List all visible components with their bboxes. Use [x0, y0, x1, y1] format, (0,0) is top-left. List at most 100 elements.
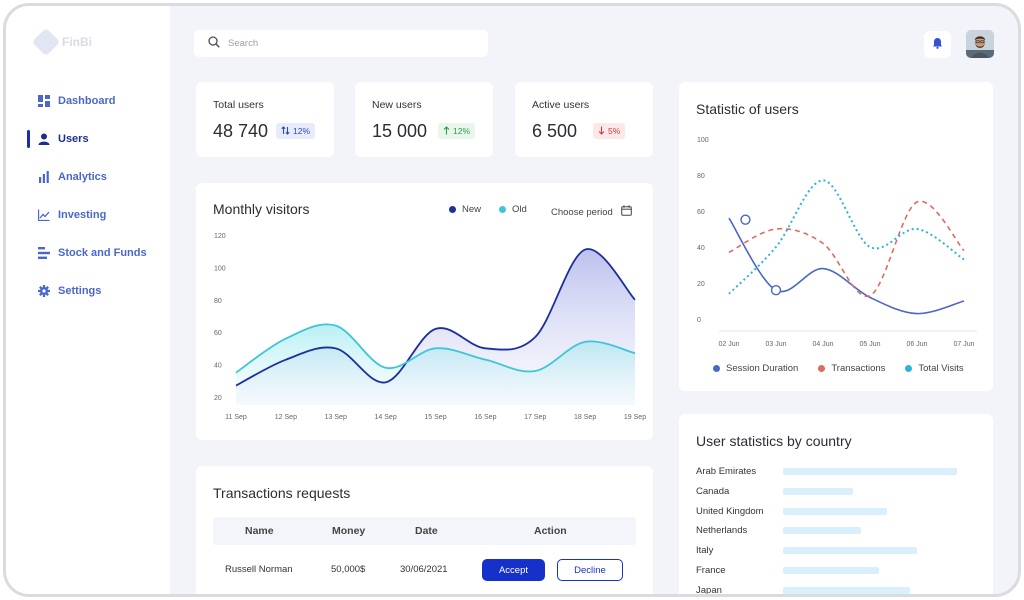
x-tick-label: 14 Sep [375, 414, 397, 421]
active-users-value: 6 500 [532, 121, 578, 141]
table-header-bg [213, 517, 636, 545]
x-tick-label: 17 Sep [524, 414, 546, 421]
sidebar-item-label: Dashboard [58, 95, 116, 107]
transactions-title: Transactions requests [213, 485, 351, 501]
country-bar [783, 547, 917, 555]
arrow-up-icon [443, 125, 450, 137]
cell-money: 50,000$ [331, 564, 366, 575]
arrow-down-icon [598, 126, 605, 137]
x-tick-label: 15 Sep [424, 414, 446, 421]
sidebar-item-settings[interactable]: Settings [6, 272, 170, 310]
transactions-card: Transactions requests Name Money Date Ac… [196, 466, 653, 597]
choose-period-button[interactable]: Choose period [551, 203, 632, 221]
total-users-label: Total users [213, 99, 264, 111]
legend-label: Old [512, 204, 527, 215]
monthly-visitors-chart: 20 40 60 80 100 120 11 Sep 12 Sep 13 Sep 14 Sep 15… [214, 233, 646, 421]
series-line-old [235, 323, 636, 374]
sidebar-item-dashboard[interactable]: Dashboard [6, 82, 170, 120]
y-tick-label: 80 [214, 298, 222, 305]
x-tick-label: 12 Sep [275, 414, 297, 421]
data-point-marker[interactable] [740, 214, 751, 225]
statistic-chart: 0 20 40 60 80 100 02 Jun 03 Jun 04 Jun 05 Jun 06 J… [697, 137, 977, 348]
avatar[interactable] [966, 30, 994, 58]
legend-session-duration: Session Duration [713, 363, 798, 374]
legend-label: New [462, 204, 482, 215]
decline-button[interactable]: Decline [557, 559, 623, 581]
country-bar [783, 507, 888, 515]
search-bar[interactable] [194, 30, 488, 57]
choose-period-label: Choose period [551, 206, 613, 218]
new-users-value: 15 000 [372, 121, 428, 141]
active-users-label: Active users [532, 99, 590, 111]
sidebar-item-users[interactable]: Users [6, 120, 170, 158]
legend-transactions: Transactions [818, 363, 885, 374]
country-label: Netherlands [696, 525, 748, 537]
x-tick-label: 11 Sep [225, 414, 247, 421]
sidebar-item-investing[interactable]: Investing [6, 196, 170, 234]
notifications-button[interactable] [924, 31, 951, 58]
sidebar-item-analytics[interactable]: Analytics [6, 158, 170, 196]
country-bar [783, 527, 862, 535]
app-window: FinBi Dashboard Users Analytics [3, 3, 1021, 597]
series-line [728, 179, 965, 295]
x-tick-label: 05 Jun [859, 341, 880, 348]
legend-dot [818, 365, 826, 372]
series-line [728, 200, 965, 297]
accept-button[interactable]: Accept [482, 559, 545, 581]
bell-icon [932, 36, 943, 54]
sidebar-item-label: Settings [58, 285, 102, 297]
dashboard-grid-icon [37, 95, 50, 108]
y-tick-label: 40 [214, 363, 222, 370]
column-header-date: Date [415, 525, 438, 537]
sidebar: FinBi Dashboard Users Analytics [6, 6, 170, 594]
series-area-old [236, 324, 635, 405]
decline-button[interactable] [557, 594, 623, 597]
new-users-label: New users [372, 99, 422, 111]
country-bar [783, 487, 853, 495]
legend-label: Session Duration [726, 363, 799, 374]
accept-button[interactable] [482, 594, 545, 597]
swap-arrows-icon [281, 125, 290, 137]
y-tick-label: 40 [697, 245, 705, 252]
new-users-change: 12% [453, 126, 471, 136]
legend-label: Total Visits [918, 363, 964, 374]
legend-old: Old [499, 204, 527, 215]
active-users-card: Active users 6 500 5% [515, 82, 653, 157]
country-label: Italy [696, 545, 714, 557]
line-trend-icon [37, 209, 50, 222]
y-tick-label: 60 [214, 330, 222, 337]
country-label: United Kingdom [696, 505, 764, 517]
statistic-title: Statistic of users [696, 101, 799, 117]
bar-chart-icon [37, 171, 50, 184]
stack-bars-icon [37, 247, 50, 260]
country-title: User statistics by country [696, 433, 852, 449]
search-input[interactable] [228, 38, 458, 49]
logo-icon [31, 27, 61, 57]
statistic-legend: Session Duration Transactions Total Visi… [713, 363, 964, 374]
y-tick-label: 20 [697, 281, 705, 288]
series-line [728, 217, 965, 315]
legend-dot [905, 365, 913, 372]
sidebar-item-label: Users [58, 133, 89, 145]
sidebar-item-stock-and-funds[interactable]: Stock and Funds [6, 234, 170, 272]
sidebar-item-label: Investing [58, 209, 107, 221]
country-label: France [696, 565, 726, 576]
new-users-card: New users 15 000 12% [355, 82, 493, 157]
x-tick-label: 06 Jun [906, 341, 927, 348]
x-tick-label: 03 Jun [765, 341, 786, 348]
y-tick-label: 100 [214, 265, 226, 272]
column-header-money: Money [332, 525, 366, 537]
country-card: User statistics by country Arab Emirates… [679, 414, 993, 594]
x-tick-label: 07 Jun [953, 341, 974, 348]
legend-label: Transactions [831, 363, 886, 374]
brand-logo[interactable]: FinBi [31, 27, 92, 57]
monthly-visitors-title: Monthly visitors [213, 201, 310, 217]
user-icon [37, 133, 50, 146]
data-point-marker[interactable] [770, 284, 782, 296]
country-bar [783, 567, 879, 574]
x-tick-label: 02 Jun [718, 341, 739, 348]
sidebar-nav: Dashboard Users Analytics Investing [6, 82, 170, 310]
cell-date: 30/06/2021 [400, 564, 448, 575]
y-tick-label: 0 [697, 317, 701, 324]
column-header-name: Name [245, 525, 274, 537]
